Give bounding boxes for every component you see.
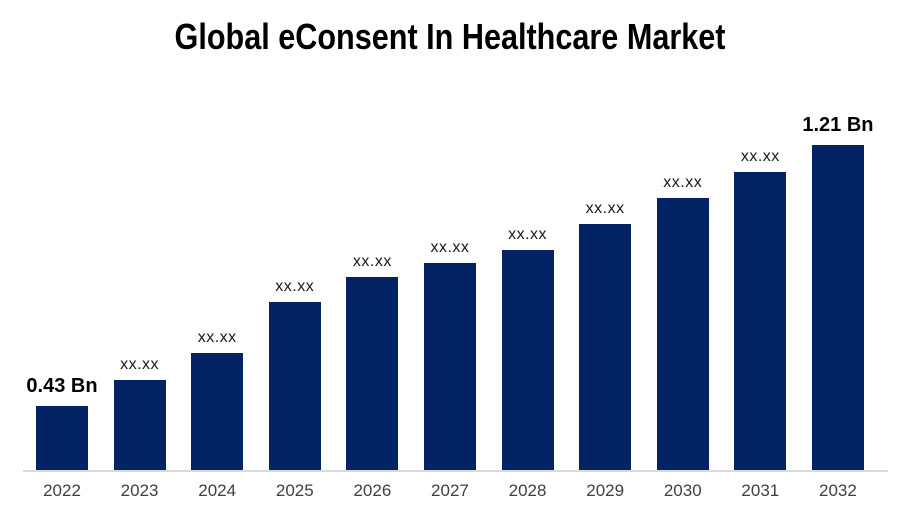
- bar-column-2025: xx.xx: [268, 278, 321, 470]
- chart-title: Global eConsent In Healthcare Market: [174, 16, 726, 57]
- bar: [579, 224, 632, 470]
- bar-value-label: 1.21 Bn: [802, 114, 874, 136]
- x-tick-label: 2022: [43, 481, 81, 500]
- bars-container: 0.43 Bn xx.xx xx.xx xx.xx xx.xx xx.xx xx.xx xx.…: [23, 0, 888, 470]
- bar: [811, 145, 864, 470]
- x-tick-label: 2031: [741, 481, 780, 500]
- x-axis-labels: 2022 2023 2024 2025 2026 2027 2028 2029 2030 2031…: [23, 481, 888, 501]
- x-tick-label: 2024: [198, 481, 237, 500]
- bar-value-label: xx.xx: [740, 148, 780, 165]
- bar: [113, 380, 166, 470]
- bar-column-2026: xx.xx: [346, 253, 399, 470]
- x-tick-label: 2025: [275, 481, 314, 500]
- x-tick-label: 2032: [819, 481, 857, 500]
- bar: [191, 353, 244, 470]
- bar-column-2031: xx.xx: [734, 148, 787, 470]
- bar: [346, 277, 399, 470]
- bar-column-2024: xx.xx: [191, 329, 244, 470]
- bar-column-2029: xx.xx: [579, 200, 632, 470]
- bar-value-label: 0.43 Bn: [26, 375, 98, 397]
- bar-value-label: xx.xx: [197, 329, 237, 346]
- bar-column-2032: 1.21 Bn: [802, 114, 874, 470]
- x-tick-label: 2026: [353, 481, 392, 500]
- bar-column-2028: xx.xx: [501, 226, 554, 470]
- bar-column-2023: xx.xx: [113, 356, 166, 470]
- bar-column-2022: 0.43 Bn: [26, 375, 98, 470]
- bar-value-label: xx.xx: [430, 239, 470, 256]
- bar-column-2030: xx.xx: [656, 174, 709, 470]
- bar-value-label: xx.xx: [585, 200, 625, 217]
- bar-value-label: xx.xx: [275, 278, 315, 295]
- bar: [423, 263, 476, 470]
- bar: [36, 406, 88, 470]
- bar: [268, 302, 321, 470]
- x-tick-label: 2027: [431, 481, 469, 500]
- bar-column-2027: xx.xx: [423, 239, 476, 470]
- bar-value-label: xx.xx: [120, 356, 160, 373]
- bar: [656, 198, 709, 470]
- bar-value-label: xx.xx: [663, 174, 703, 191]
- x-tick-label: 2023: [120, 481, 159, 500]
- bar-value-label: xx.xx: [352, 253, 392, 270]
- bar: [734, 172, 787, 470]
- x-axis-line: [23, 470, 888, 472]
- bar-value-label: xx.xx: [508, 226, 548, 243]
- bar: [501, 250, 554, 470]
- x-tick-label: 2029: [586, 481, 625, 500]
- x-tick-label: 2030: [663, 481, 702, 500]
- x-tick-label: 2028: [508, 481, 547, 500]
